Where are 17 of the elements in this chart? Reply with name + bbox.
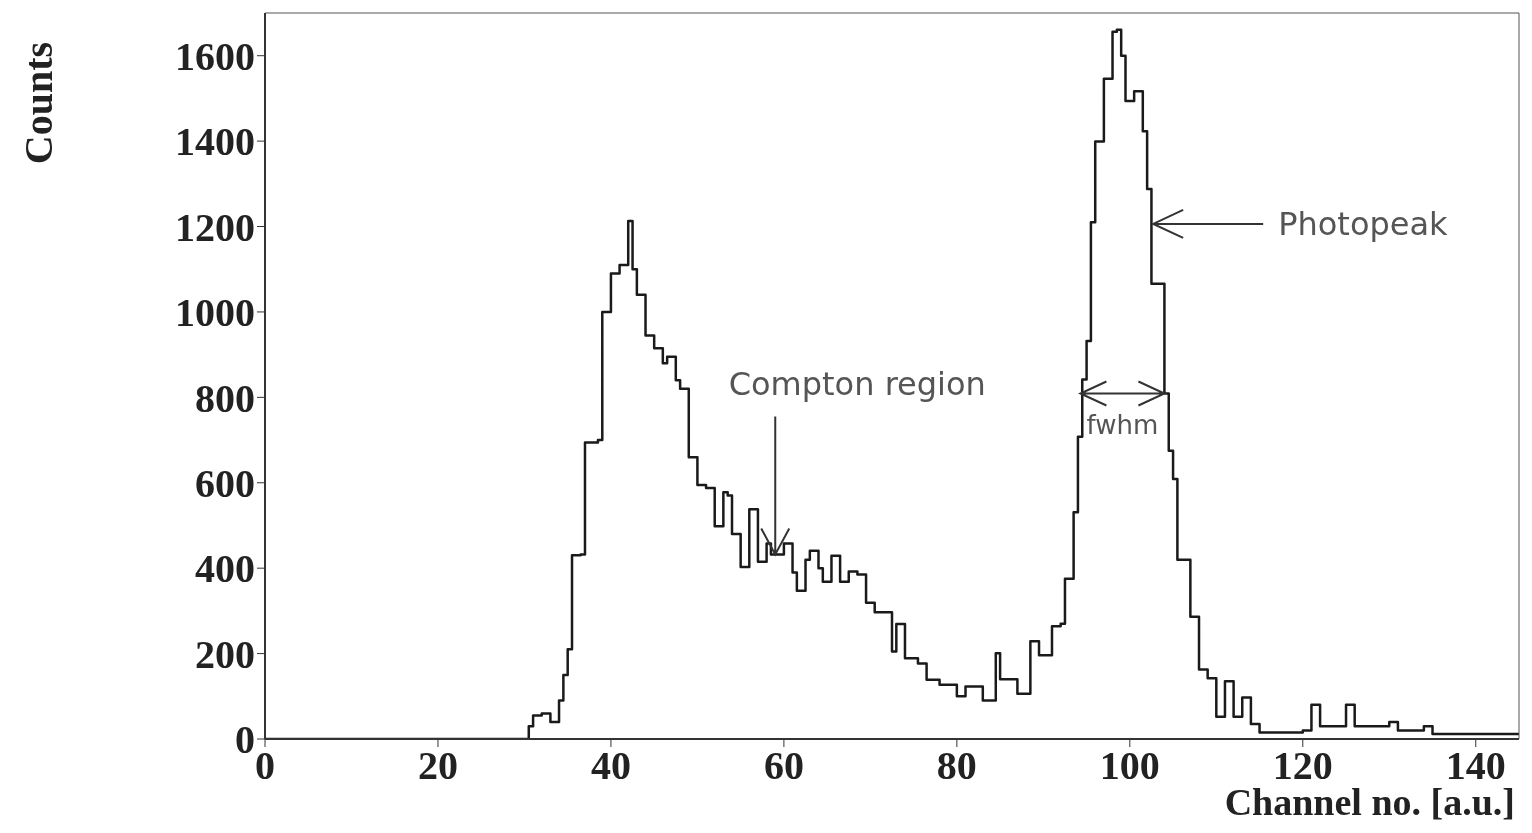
y-tick-label: 1400 (175, 119, 255, 165)
annotation: Compton region (728, 364, 986, 403)
y-tick-label: 1200 (175, 204, 255, 250)
y-tick-label: 400 (195, 546, 255, 592)
y-tick-label: 1600 (175, 33, 255, 79)
y-tick-label: 800 (195, 375, 255, 421)
y-axis-title: Counts (16, 41, 61, 165)
y-tick-label: 1000 (175, 290, 255, 336)
annotation: Photopeak (1278, 204, 1449, 243)
annotation: fwhm (1086, 409, 1159, 440)
x-tick-label: 60 (763, 743, 804, 789)
x-tick-label: 40 (590, 743, 631, 789)
x-tick-label: 80 (936, 743, 977, 789)
y-tick-label: 600 (195, 460, 255, 506)
y-tick-label: 200 (195, 631, 255, 677)
x-tick-label: 20 (417, 743, 458, 789)
x-tick-label: 100 (1099, 743, 1160, 789)
